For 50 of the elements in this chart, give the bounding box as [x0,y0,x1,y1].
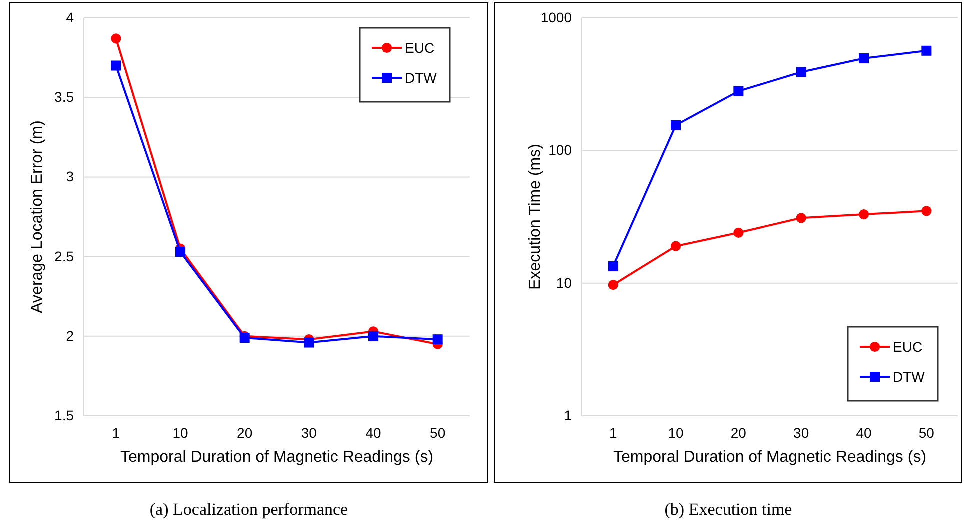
point [858,210,870,220]
point [608,261,618,272]
point [176,247,186,258]
y-tick-label: 100 [548,142,572,158]
x-tick-label: 1 [112,424,120,441]
x-axis-title: Temporal Duration of Magnetic Readings (s) [120,449,434,466]
legend-label: EUC [405,40,435,56]
point [368,331,378,342]
x-tick-label: 20 [730,424,747,441]
x-tick-label: 30 [301,424,318,441]
legend-label: EUC [893,339,923,355]
point [734,86,744,96]
y-axis-title: Average Location Error (m) [29,120,46,314]
point [432,334,443,345]
legend-label: DTW [405,70,438,86]
y-tick-label: 4 [66,9,74,26]
point [608,280,618,290]
point [796,67,806,78]
x-tick-label: 10 [668,424,684,441]
point [734,228,744,238]
legend-label: DTW [893,369,926,385]
point [922,206,932,216]
y-tick-label: 1.5 [54,407,74,424]
point [859,54,869,64]
y-tick-label: 2.5 [54,248,74,264]
text: (a) Localization performance [150,500,348,519]
point [796,213,806,224]
point [111,34,122,44]
x-tick-label: 50 [918,424,935,441]
point [304,338,314,348]
point [111,60,122,71]
y-tick-label: 10 [556,274,572,291]
x-tick-label: 40 [366,424,382,441]
text: (b) Execution time [664,500,792,519]
point [671,120,681,130]
y-axis-title: Execution Time (ms) [527,144,544,290]
y-tick-label: 3.5 [54,89,74,106]
x-tick-label: 50 [430,424,446,441]
x-axis-title: Temporal Duration of Magnetic Readings (s) [613,449,927,466]
x-tick-label: 40 [856,424,872,441]
y-tick-label: 1 [564,407,572,424]
x-tick-label: 10 [172,424,188,441]
point [922,46,932,56]
y-tick-label: 2 [66,328,74,344]
x-tick-label: 1 [609,424,618,441]
y-tick-label: 3 [66,168,74,185]
point [670,241,682,252]
y-tick-label: 1000 [540,9,572,26]
x-tick-label: 20 [237,424,253,441]
x-tick-label: 30 [794,424,810,441]
